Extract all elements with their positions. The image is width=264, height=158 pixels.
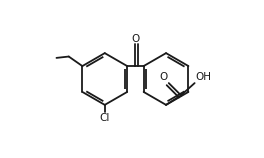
- Text: O: O: [131, 34, 140, 44]
- Text: Cl: Cl: [100, 113, 110, 123]
- Text: OH: OH: [195, 72, 211, 82]
- Text: O: O: [160, 72, 168, 82]
